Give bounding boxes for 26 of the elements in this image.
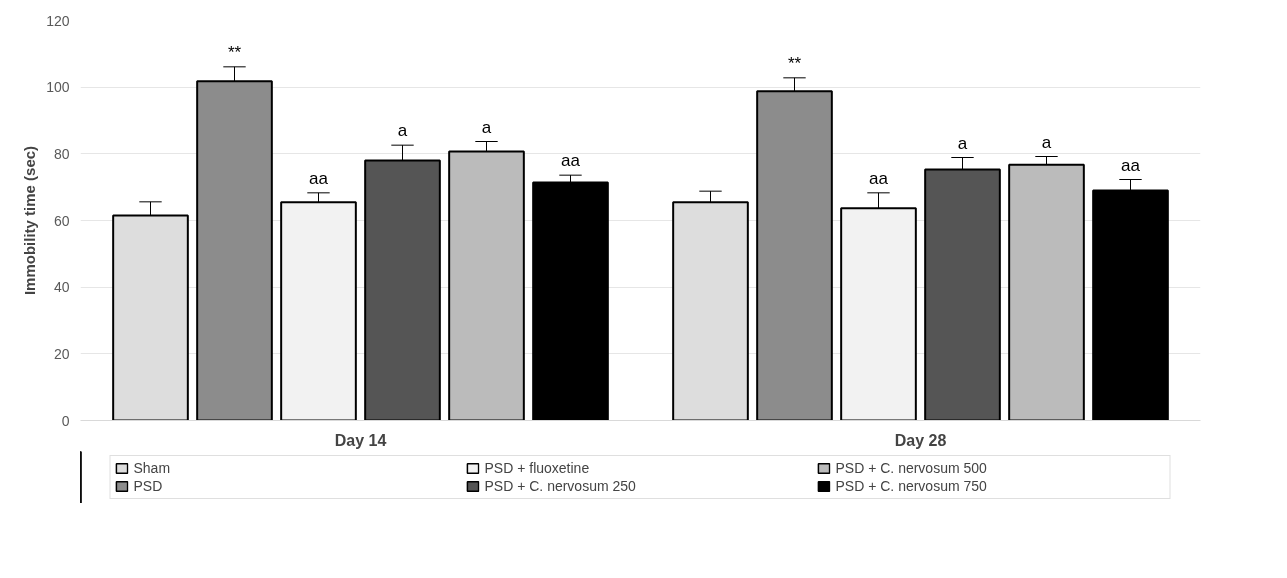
data-label: aa [309,168,329,188]
y-tick-label: 40 [53,279,70,296]
data-label: aa [1121,155,1141,175]
data-label: a [1041,132,1052,152]
y-tick-label: 20 [53,345,70,362]
y-tick-label: 0 [61,412,70,429]
y-axis-title: Immobility time (sec) [21,145,39,296]
y-tick-label: 60 [53,212,70,229]
x-tick-label: Day 28 [894,431,947,449]
data-label: a [481,117,492,137]
data-label: ** [787,53,802,73]
data-label: ** [227,42,242,62]
legend-label: PSD [133,478,164,494]
legend-label: PSD + fluoxetine [484,460,591,476]
legend-label: Sham [133,460,172,476]
data-label: a [397,121,408,141]
data-label: aa [561,151,581,171]
legend-label: PSD + C. nervosum 500 [835,460,988,476]
y-tick-label: 80 [53,145,70,162]
legend-label: PSD + C. nervosum 250 [484,478,637,494]
data-label: aa [869,168,889,188]
data-label: a [957,133,968,153]
legend-label: PSD + C. nervosum 750 [835,478,988,494]
y-tick-label: 120 [46,12,70,29]
y-tick-label: 100 [46,79,70,96]
x-tick-label: Day 14 [334,431,387,449]
